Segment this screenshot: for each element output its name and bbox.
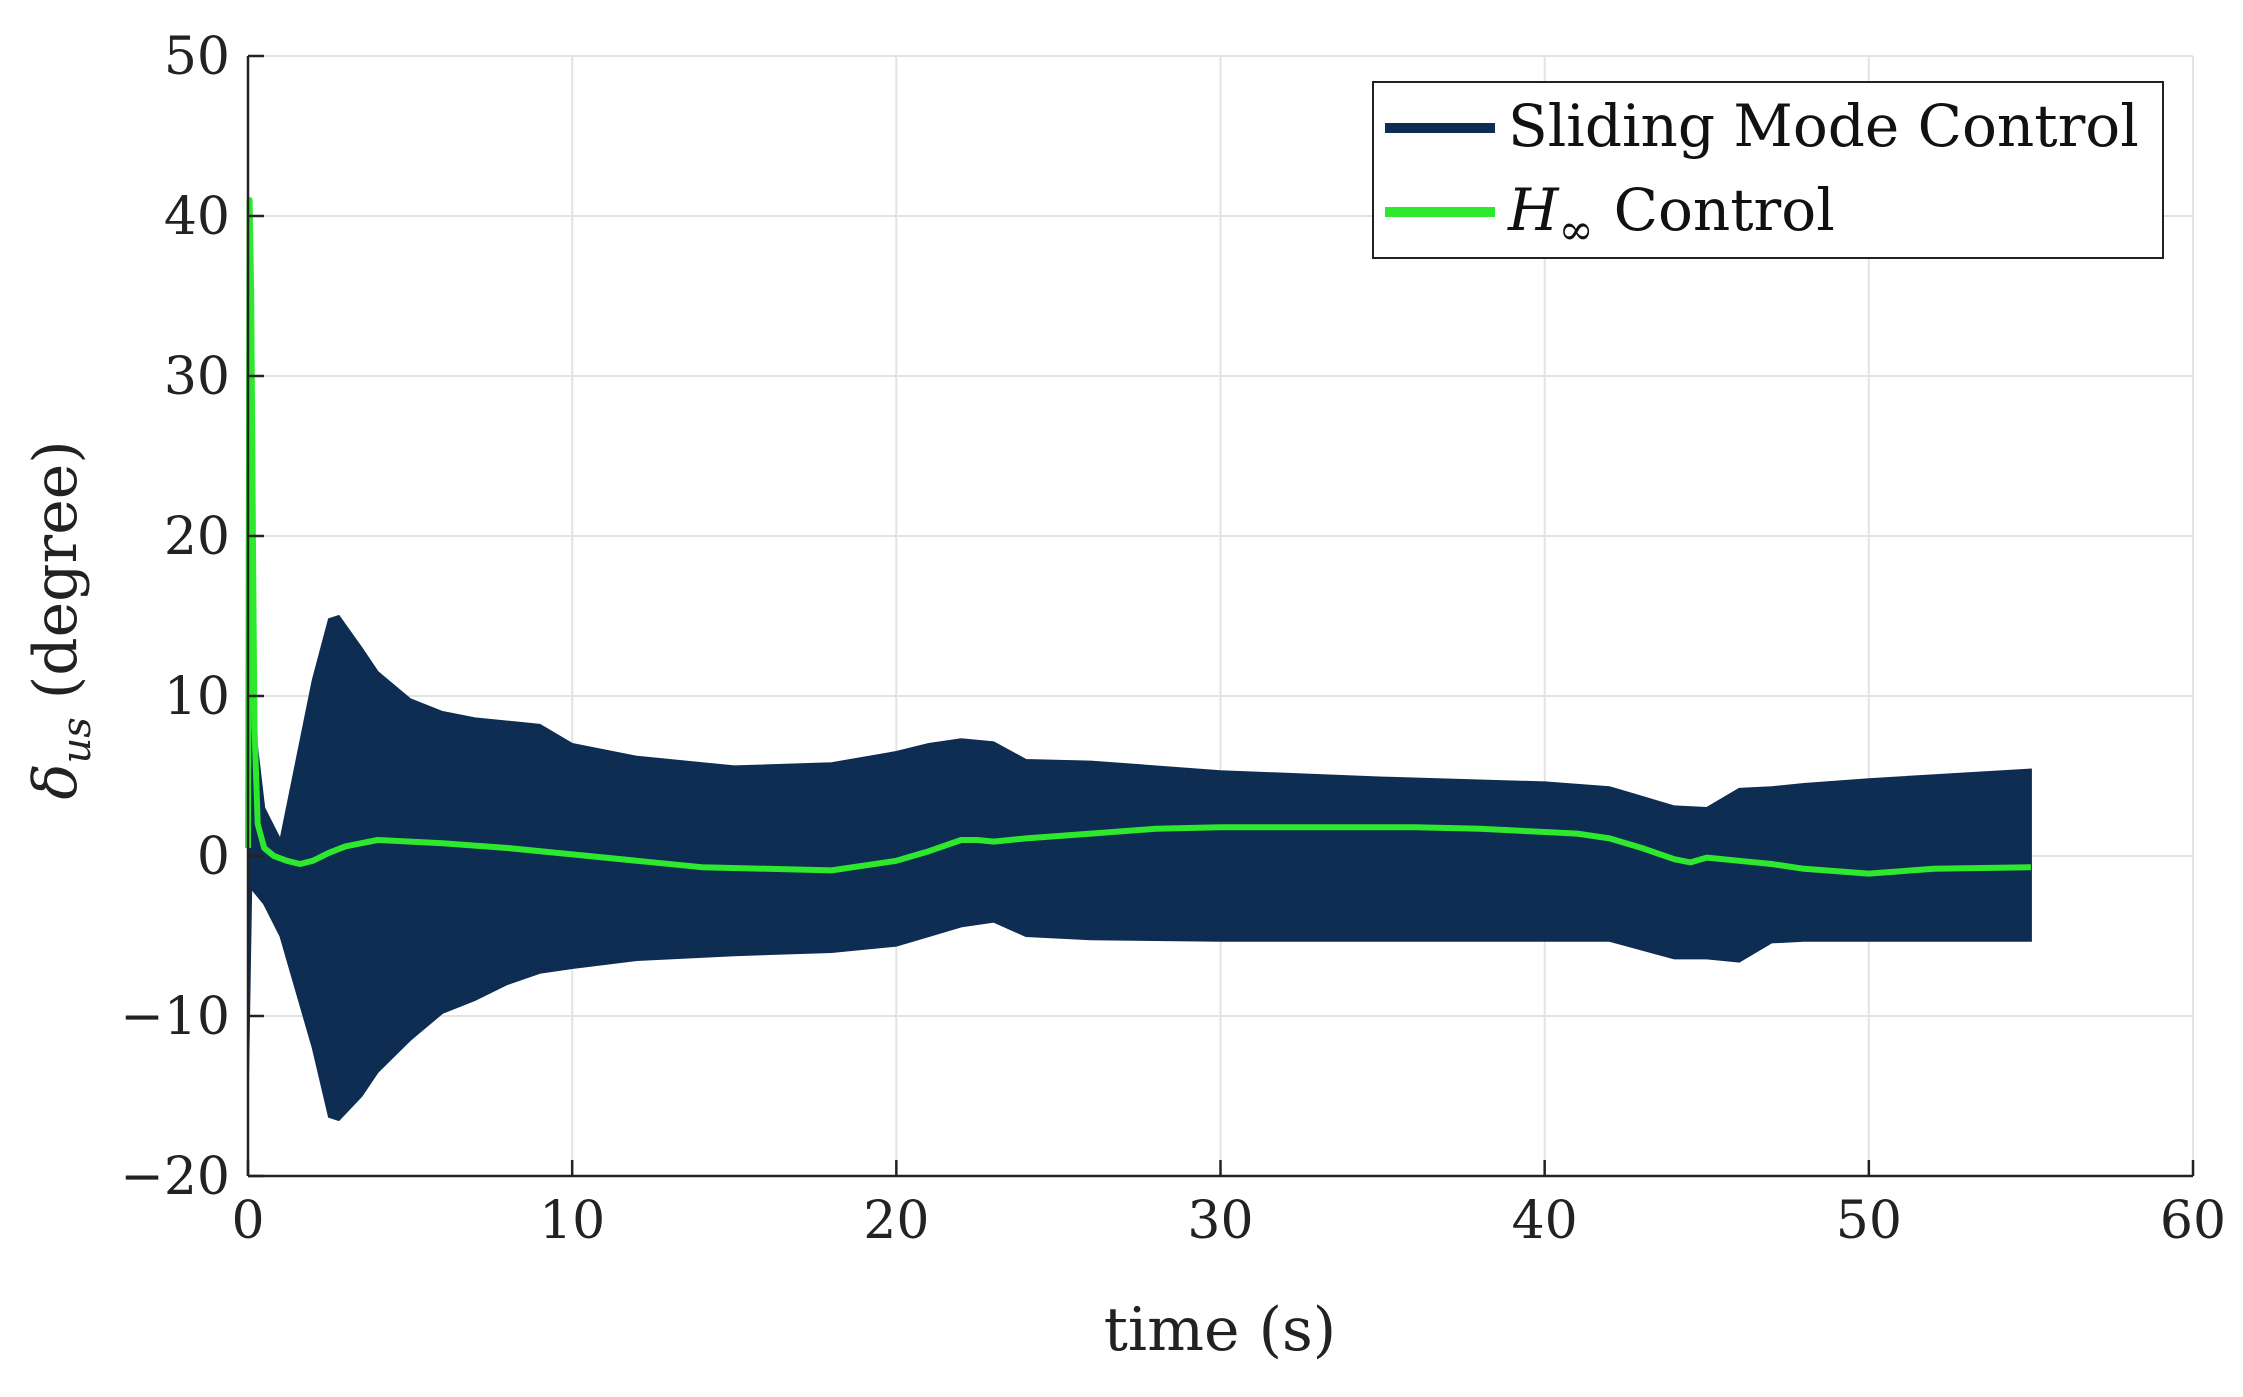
legend-hinf-text: Control — [1614, 176, 1835, 244]
x-tick-label: 60 — [2160, 1191, 2226, 1251]
x-tick-label: 20 — [863, 1191, 929, 1251]
legend-hinf-symbol: H — [1507, 176, 1560, 244]
y-axis-symbol: δ — [21, 764, 91, 800]
y-tick-label: −20 — [120, 1147, 230, 1207]
hinf-line — [245, 197, 2031, 877]
legend-label-sliding-mode: Sliding Mode Control — [1508, 92, 2139, 160]
x-tick-label: 40 — [1512, 1191, 1578, 1251]
x-tick-labels: 0 10 20 30 40 50 60 — [231, 1191, 2226, 1251]
axes — [246, 54, 2195, 1178]
x-tick-label: 10 — [539, 1191, 605, 1251]
x-tick-label: 30 — [1187, 1191, 1253, 1251]
y-tick-label: −10 — [120, 987, 230, 1047]
legend-label-hinf: H∞ Control — [1507, 176, 1835, 254]
legend-hinf-subscript: ∞ — [1559, 205, 1594, 254]
x-tick-label: 50 — [1836, 1191, 1902, 1251]
y-tick-label: 30 — [164, 347, 230, 407]
x-tick-label: 0 — [231, 1191, 264, 1251]
x-axis-title: time (s) — [1104, 1295, 1336, 1365]
y-axis-subscript: us — [54, 717, 100, 763]
y-tick-labels: −20 −10 0 10 20 30 40 50 — [120, 27, 230, 1207]
hinf-series — [245, 197, 2031, 877]
y-tick-label: 40 — [164, 187, 230, 247]
y-tick-label: 10 — [164, 667, 230, 727]
y-tick-label: 20 — [164, 507, 230, 567]
y-tick-label: 50 — [164, 27, 230, 87]
legend-box — [1372, 81, 2164, 259]
y-tick-label: 0 — [197, 827, 230, 887]
y-axis-title: δus (degree) — [21, 440, 100, 799]
svg-text:δus(degree): δus (degree) — [21, 440, 100, 799]
legend: Sliding Mode Control H∞ Control — [1372, 81, 2164, 259]
y-axis-unit: (degree) — [21, 440, 91, 699]
